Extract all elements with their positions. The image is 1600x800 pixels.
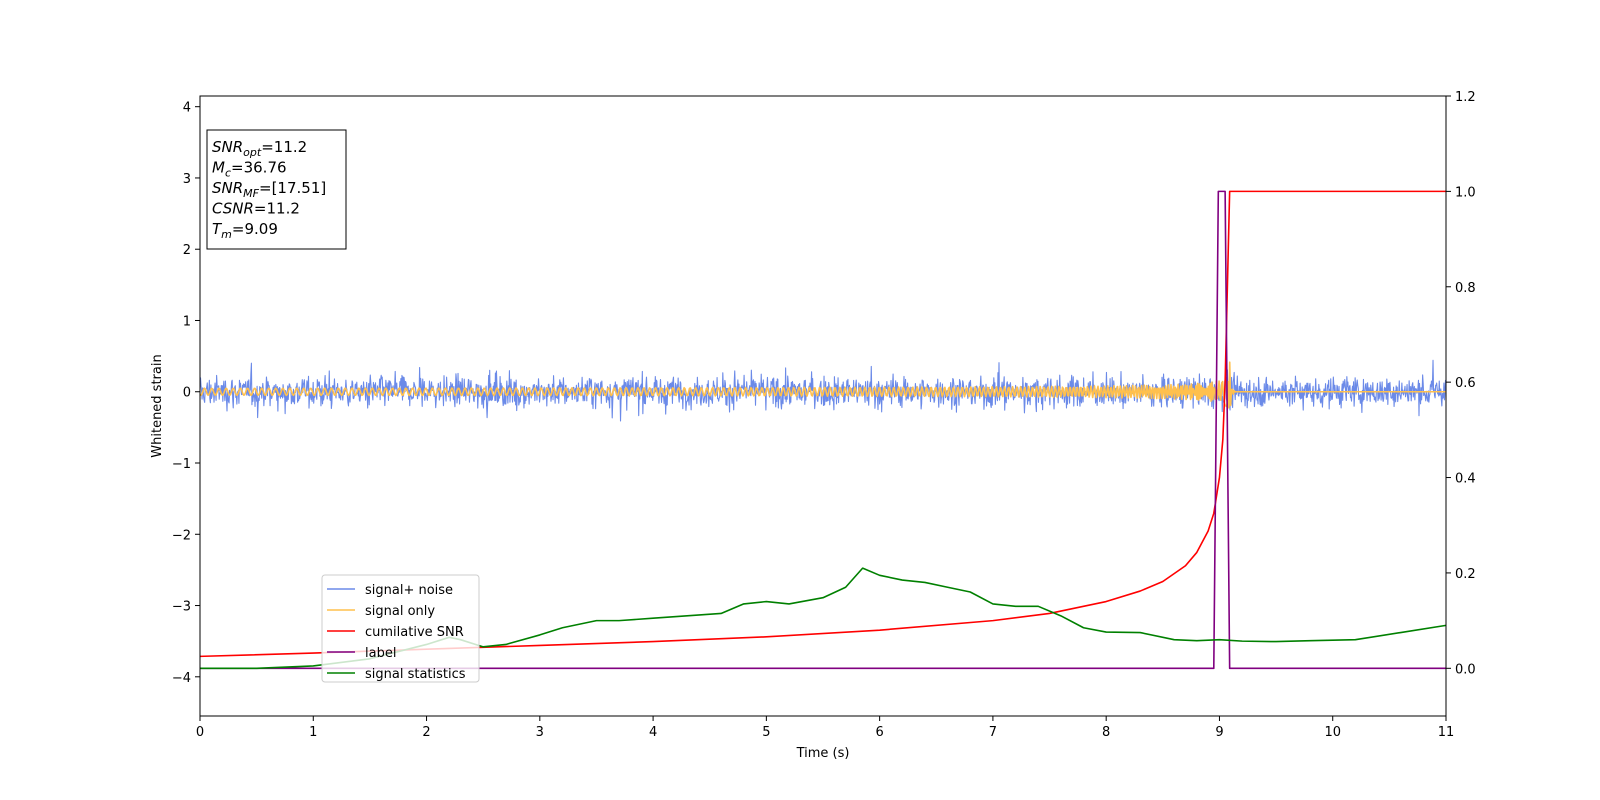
- y-axis-left: −4 −3 −2 −1 0 1 2 3 4: [172, 101, 200, 686]
- series-line-4: [200, 567, 1447, 670]
- y-left-tick-label: −3: [172, 600, 191, 615]
- y-left-tick-label: 2: [183, 243, 191, 258]
- annotation-value: =9.09: [232, 220, 278, 238]
- y-left-tick-label: −2: [172, 528, 191, 543]
- y-left-tick-label: −4: [172, 671, 191, 686]
- y-right-tick-label: 0.2: [1455, 567, 1476, 582]
- annotation-symbol: CSNR: [212, 200, 254, 218]
- y-left-tick-label: 1: [183, 314, 191, 329]
- y-left-tick-label: 4: [183, 101, 191, 116]
- annotation-box: SNRopt=11.2Mc=36.76SNRMF=[17.51]CSNR=11.…: [206, 129, 347, 250]
- series-layer: [199, 190, 1447, 670]
- annotation-frame: [206, 129, 347, 250]
- series-line-1: [199, 361, 1446, 409]
- annotation-symbol: M: [212, 159, 225, 177]
- legend-entry: label: [365, 646, 396, 661]
- legend-entry: signal statistics: [365, 667, 466, 682]
- annotation-symbol: SNR: [212, 179, 243, 197]
- y-left-tick-label: −1: [172, 457, 191, 472]
- annotation-value: =11.2: [261, 138, 307, 156]
- annotation-line: SNRMF=[17.51]: [212, 179, 326, 200]
- x-tick-label: 8: [1102, 725, 1110, 740]
- annotation-subscript: MF: [243, 187, 259, 200]
- x-axis-label: Time (s): [796, 746, 850, 761]
- x-tick-label: 11: [1438, 725, 1455, 740]
- legend-entry: signal only: [365, 604, 435, 619]
- annotation-symbol: T: [212, 220, 223, 238]
- legend-frame: [321, 574, 480, 683]
- y-right-tick-label: 0.4: [1455, 472, 1476, 487]
- y-right-tick-label: 0.0: [1455, 662, 1476, 677]
- legend-entry: cumilative SNR: [365, 625, 464, 640]
- y-left-tick-label: 3: [183, 172, 191, 187]
- x-tick-label: 9: [1215, 725, 1223, 740]
- x-tick-label: 6: [875, 725, 883, 740]
- annotation-symbol: SNR: [212, 138, 243, 156]
- annotation-subscript: opt: [243, 146, 262, 159]
- y-axis-right: 0.0 0.2 0.4 0.6 0.8 1.0 1.2: [1446, 90, 1476, 677]
- annotation-line: SNRopt=11.2: [212, 138, 307, 159]
- y-right-tick-label: 1.0: [1455, 185, 1476, 200]
- x-tick-label: 7: [989, 725, 997, 740]
- x-tick-label: 3: [536, 725, 544, 740]
- legend: signal+ noise signal only cumilative SNR la…: [321, 574, 480, 683]
- series-line-2: [199, 190, 1446, 658]
- x-tick-label: 4: [649, 725, 657, 740]
- y-axis-label: Whitened strain: [150, 354, 165, 457]
- x-tick-label: 10: [1324, 725, 1341, 740]
- annotation-line: CSNR=11.2: [212, 200, 300, 218]
- annotation-line: Tm=9.09: [212, 220, 278, 241]
- plot-frame: [199, 95, 1447, 717]
- y-left-tick-label: 0: [183, 386, 191, 401]
- annotation-line: Mc=36.76: [212, 159, 287, 180]
- annotation-value: =[17.51]: [259, 179, 326, 197]
- x-tick-label: 0: [196, 725, 204, 740]
- y-right-tick-label: 1.2: [1455, 90, 1476, 105]
- series-line-3: [200, 190, 1446, 670]
- series-line-0: [199, 359, 1447, 422]
- y-right-tick-label: 0.8: [1455, 281, 1476, 296]
- annotation-value: =36.76: [231, 159, 287, 177]
- annotation-value: =11.2: [254, 200, 300, 218]
- x-tick-label: 5: [762, 725, 770, 740]
- legend-entry: signal+ noise: [365, 583, 453, 598]
- y-right-tick-label: 0.6: [1455, 376, 1476, 391]
- annotation-subscript: m: [221, 228, 232, 241]
- x-tick-label: 1: [309, 725, 317, 740]
- x-tick-label: 2: [422, 725, 430, 740]
- annotation-subscript: c: [225, 167, 231, 180]
- x-axis: 0 1 2 3 4 5 6 7 8 9 10 11: [196, 716, 1454, 740]
